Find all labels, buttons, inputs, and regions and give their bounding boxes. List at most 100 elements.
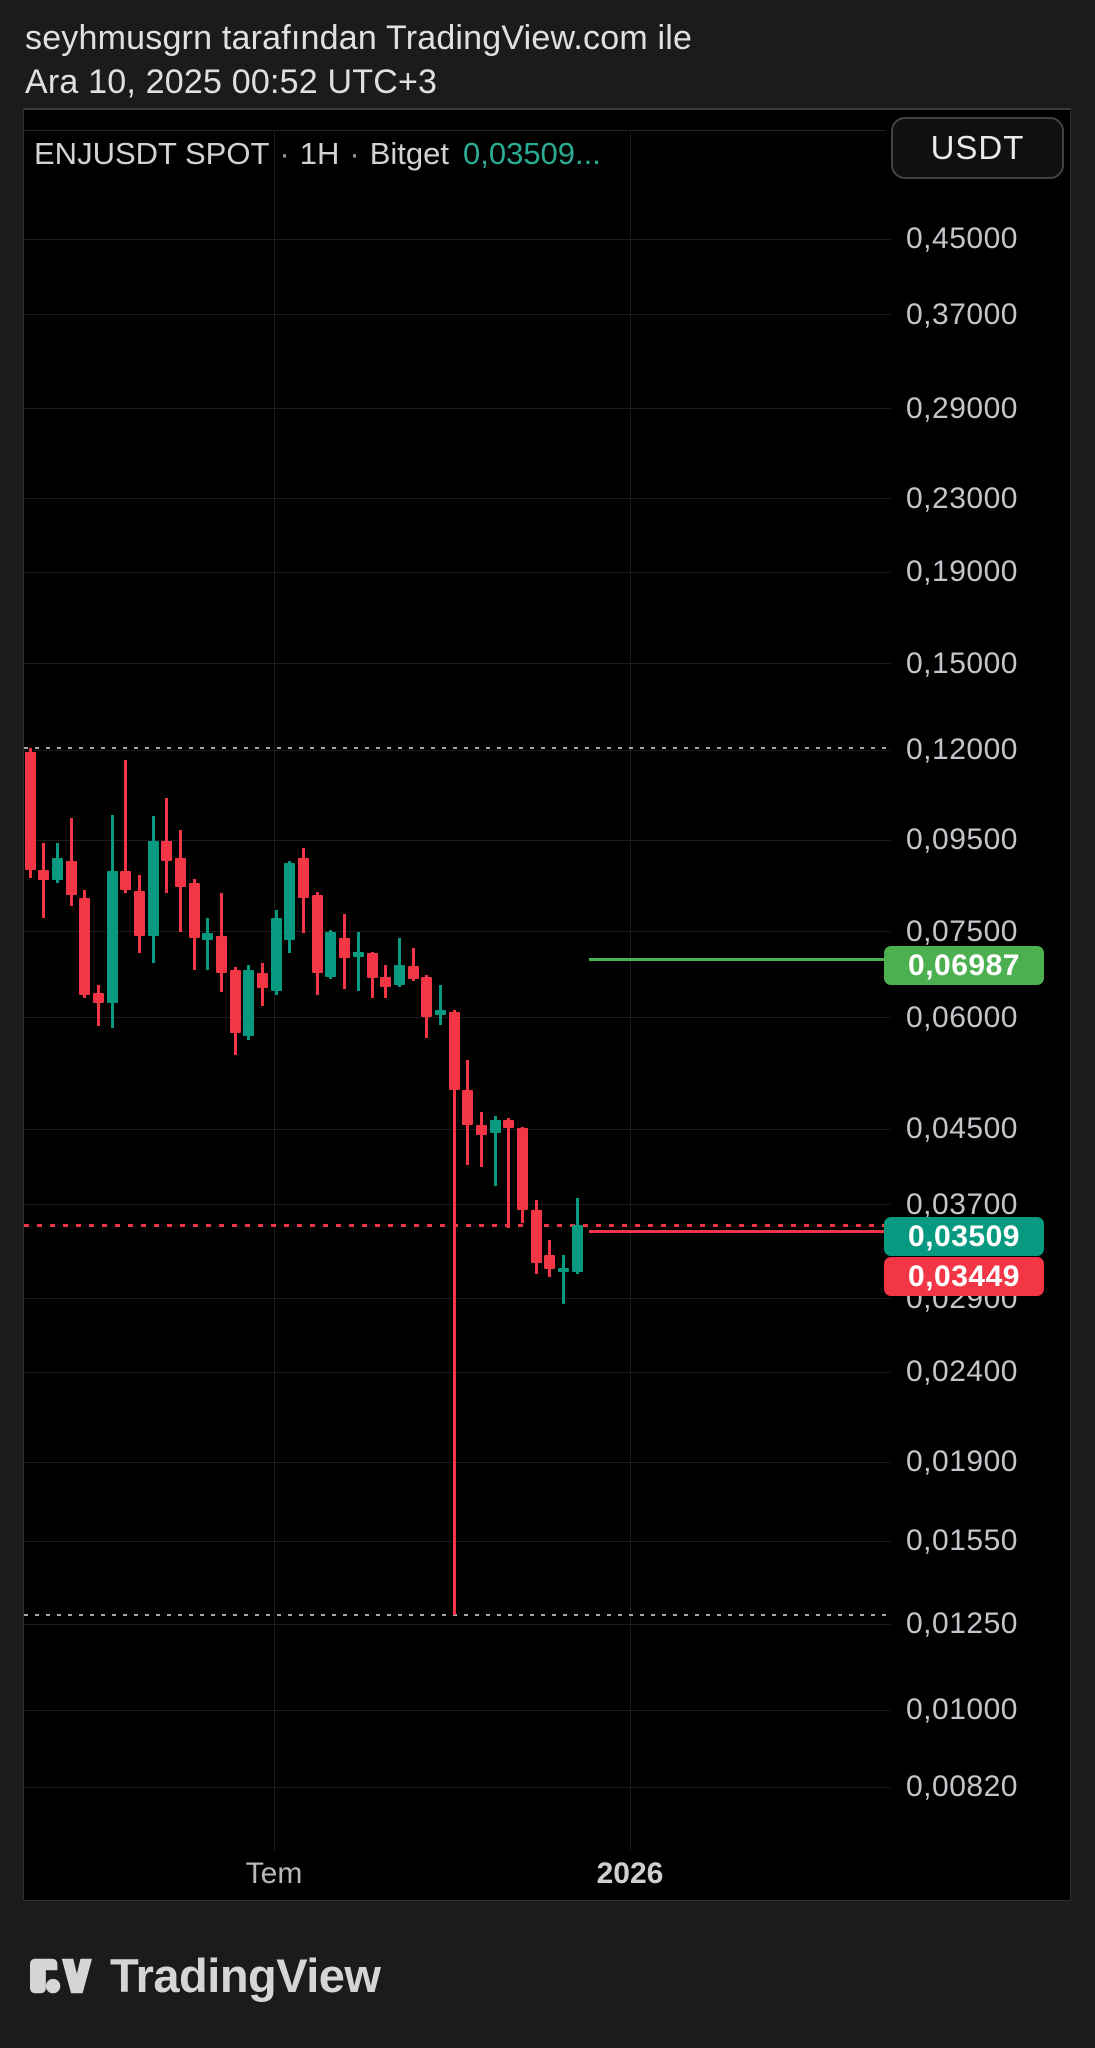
stop-price-badge: 0,03449 [884,1257,1044,1297]
symbol-title[interactable]: ENJUSDT SPOT [34,136,270,171]
stop-price-line[interactable] [589,1230,891,1234]
candle-body [24,751,36,870]
candle-body [161,841,173,862]
candle-body [434,1010,446,1016]
candle-body [448,1012,460,1090]
range-high-dotted-line [24,747,891,750]
legend-separator: · [349,136,360,171]
candle-body [462,1089,474,1125]
candle-wick [438,985,442,1026]
tradingview-logo-icon [30,1953,92,1999]
horizontal-gridline [24,1204,891,1206]
candle-body [65,861,77,895]
candle-body [311,894,323,973]
candle-body [339,937,351,959]
candle-body [516,1128,528,1211]
price-axis-label: 0,29000 [906,391,1018,425]
candle-body [421,976,433,1018]
candle-body [298,857,310,899]
exchange-label: Bitget [369,136,449,171]
chart-legend[interactable]: ENJUSDT SPOT · 1H · Bitget 0,03509... [34,136,601,172]
horizontal-gridline [24,1709,891,1711]
price-axis-label: 0,15000 [906,646,1018,680]
price-axis-label: 0,09500 [906,823,1018,857]
candle-body [270,917,282,992]
candle-wick [493,1116,497,1187]
interval-label[interactable]: 1H [299,136,340,171]
candle-body [407,966,419,980]
pane-top-divider [24,130,886,131]
candle-wick [96,985,100,1026]
horizontal-gridline [24,749,891,751]
candle-wick [206,917,210,971]
price-axis-label: 0,19000 [906,555,1018,589]
price-axis-label: 0,01550 [906,1524,1018,1558]
header-timestamp: Ara 10, 2025 00:52 UTC+3 [25,63,438,101]
candle-body [530,1210,542,1264]
tradingview-logo-text: TradingView [110,1949,381,2002]
candle-body [243,970,255,1036]
price-axis-label: 0,07500 [906,914,1018,948]
current-price-badge: 0,03509 [884,1217,1044,1257]
candle-body [571,1225,583,1272]
price-axis-label: 0,02400 [906,1355,1018,1389]
candle-body [489,1119,501,1133]
candle-wick [42,843,46,918]
price-axis-label: 0,01000 [906,1693,1018,1727]
horizontal-gridline [24,839,891,841]
candle-wick [397,937,401,987]
candle-body [352,952,364,958]
price-axis-label: 0,01900 [906,1445,1018,1479]
price-axis-label: 0,01250 [906,1607,1018,1641]
horizontal-gridline [24,1128,891,1130]
horizontal-gridline [24,663,891,665]
candle-body [325,932,337,977]
price-axis-label: 0,37000 [906,297,1018,331]
legend-separator: · [279,136,290,171]
price-axis-label: 0,04500 [906,1112,1018,1146]
current-price-dotted-line [24,1223,891,1227]
candle-body [380,976,392,987]
candle-body [106,870,118,1004]
horizontal-gridline [24,238,891,240]
horizontal-gridline [24,314,891,316]
price-axis-label: 0,06000 [906,1000,1018,1034]
horizontal-gridline [24,1298,891,1300]
candle-body [38,869,50,881]
horizontal-gridline [24,1786,891,1788]
candle-body [147,841,159,936]
price-axis-label: 0,00820 [906,1770,1018,1804]
horizontal-gridline [24,408,891,410]
horizontal-gridline [24,571,891,573]
price-axis-label: 0,12000 [906,733,1018,766]
price-axis-label: 0,03700 [906,1187,1018,1221]
candle-wick [452,1010,456,1616]
candle-body [120,870,132,891]
candle-body [544,1254,556,1270]
header-attribution: seyhmusgrn tarafından TradingView.com il… [25,19,693,57]
tradingview-footer: TradingView [30,1948,381,2003]
time-axis-label: Tem [245,1857,303,1890]
candle-body [503,1119,515,1129]
horizontal-gridline [24,1623,891,1625]
target-price-badge: 0,06987 [884,946,1044,986]
vertical-gridline [630,130,631,1851]
horizontal-gridline [24,1461,891,1463]
price-axis-label: 0,23000 [906,481,1018,515]
candle-wick [411,947,415,982]
candle-body [202,933,214,940]
candle-wick [479,1112,483,1167]
candle-body [79,898,91,995]
candle-body [393,965,405,986]
target-price-line[interactable] [589,957,891,961]
range-low-dotted-line [24,1614,891,1617]
currency-toggle-button[interactable]: USDT [891,117,1064,179]
price-chart: 0,45000 0,37000 0,29000 0,23000 0,19000 0,150… [23,108,1071,1901]
candle-body [188,882,200,938]
horizontal-gridline [24,498,891,500]
horizontal-gridline [24,931,891,933]
candle-wick [562,1254,566,1305]
candle-body [174,857,186,887]
candle-body [133,891,145,936]
time-axis-label: 2026 [596,1857,664,1890]
